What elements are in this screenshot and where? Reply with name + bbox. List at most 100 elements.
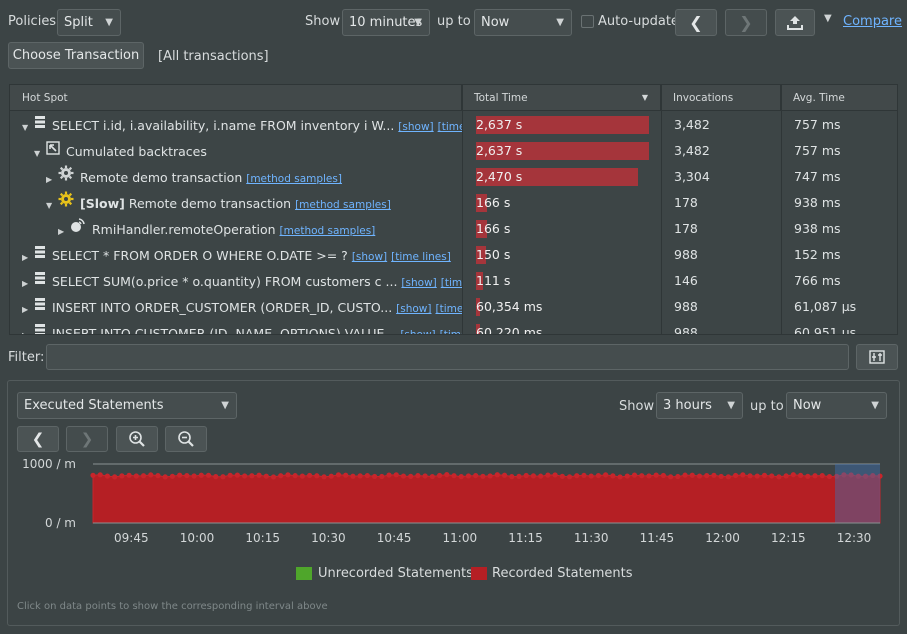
expanded-triangle-icon[interactable]: ▼: [22, 123, 29, 132]
collapsed-triangle-icon[interactable]: ▶: [22, 305, 29, 314]
policies-select[interactable]: Split ▼: [57, 9, 121, 36]
row-link[interactable]: [method samples]: [246, 173, 342, 185]
filter-options-button[interactable]: [856, 344, 898, 370]
row-link[interactable]: [show]: [400, 329, 436, 335]
column-header-hot-spot[interactable]: Hot Spot: [10, 85, 462, 111]
invocations-cell: 178: [674, 221, 698, 236]
back-button[interactable]: ❮: [675, 9, 717, 36]
filter-label: Filter:: [8, 350, 45, 365]
invocations-cell: 178: [674, 195, 698, 210]
row-link[interactable]: [show]: [401, 277, 437, 289]
total-time-cell: 2,637 s: [472, 138, 657, 164]
data-point: [870, 472, 876, 479]
expanded-triangle-icon[interactable]: ▼: [46, 201, 53, 210]
data-point: [436, 472, 443, 479]
table-row[interactable]: ▼ [Slow] Remote demo transaction [method …: [10, 190, 897, 216]
row-link[interactable]: [show]: [398, 121, 434, 133]
zoom-in-button[interactable]: [116, 426, 158, 452]
collapsed-triangle-icon[interactable]: ▶: [46, 175, 53, 184]
chevron-down-icon: ▼: [727, 400, 735, 411]
avg-time-cell: 757 ms: [794, 117, 841, 132]
total-time-cell: 60,354 ms: [472, 294, 657, 320]
data-point: [148, 472, 154, 478]
row-link[interactable]: [method samples]: [279, 225, 376, 237]
collapsed-triangle-icon[interactable]: ▶: [22, 323, 32, 334]
statement-icon: [34, 320, 46, 334]
collapsed-triangle-icon[interactable]: ▶: [22, 279, 29, 288]
data-point: [501, 472, 508, 478]
table-row[interactable]: ▶ SELECT * FROM ORDER O WHERE O.DATE >= ?…: [10, 242, 897, 268]
total-time-value: 2,470 s: [476, 169, 523, 184]
chart-forward-button[interactable]: ❯: [66, 426, 108, 452]
table-row[interactable]: ▶ RmiHandler.remoteOperation [method samp…: [10, 216, 897, 242]
row-link[interactable]: [time lines]: [439, 329, 462, 335]
row-link[interactable]: [time lines]: [391, 251, 451, 263]
data-point: [841, 472, 847, 478]
total-time-bar: [476, 324, 480, 334]
total-time-bar: [476, 168, 639, 186]
table-row[interactable]: ▶ INSERT INTO CUSTOMER (ID, NAME, OPTIONS…: [10, 320, 897, 335]
choose-transaction-button[interactable]: Choose Transaction: [8, 42, 144, 69]
data-point: [256, 472, 262, 478]
data-point: [198, 472, 204, 478]
avg-time-cell: 757 ms: [794, 143, 841, 158]
x-tick-label: 11:15: [508, 531, 543, 545]
data-point: [112, 474, 118, 480]
data-point: [545, 472, 551, 478]
auto-update-checkbox[interactable]: [581, 15, 594, 28]
compare-dropdown-icon[interactable]: ▼: [824, 13, 832, 24]
row-link[interactable]: [time lines]: [440, 277, 462, 289]
data-point: [552, 472, 558, 478]
metric-select[interactable]: Executed Statements ▼: [17, 392, 237, 419]
table-row[interactable]: ▶ Remote demo transaction [method samples…: [10, 164, 897, 190]
chart-upto-select[interactable]: Now ▼: [786, 392, 887, 419]
data-point: [877, 473, 883, 479]
compare-link[interactable]: Compare: [843, 14, 902, 29]
x-tick-label: 10:30: [311, 531, 346, 545]
export-button[interactable]: [775, 9, 815, 36]
chart-range-select[interactable]: 3 hours ▼: [656, 392, 743, 419]
row-link[interactable]: [time lines]: [437, 121, 462, 133]
expanded-triangle-icon[interactable]: ▼: [34, 149, 41, 158]
total-time-bar: [476, 220, 487, 238]
row-link[interactable]: [show]: [396, 303, 432, 315]
chart-hint: Click on data points to show the corresp…: [17, 601, 328, 612]
total-time-cell: 150 s: [472, 242, 657, 268]
column-header-total-time[interactable]: Total Time ▼: [462, 85, 661, 111]
chart-back-button[interactable]: ❮: [17, 426, 59, 452]
row-link[interactable]: [time lines]: [435, 303, 462, 315]
row-link[interactable]: [method samples]: [295, 199, 391, 211]
table-row[interactable]: ▶ SELECT SUM(o.price * o.quantity) FROM c…: [10, 268, 897, 294]
show-range-value: 10 minutes: [349, 15, 423, 30]
collapsed-triangle-icon[interactable]: ▶: [58, 227, 65, 236]
table-row[interactable]: ▶ INSERT INTO ORDER_CUSTOMER (ORDER_ID, C…: [10, 294, 897, 320]
data-point: [516, 473, 522, 480]
chevron-down-icon: ▼: [105, 17, 113, 28]
telemetry-panel: Executed Statements ▼ Show 3 hours ▼ up …: [7, 380, 900, 626]
collapsed-triangle-icon[interactable]: ▶: [22, 253, 29, 262]
avg-time-cell: 152 ms: [794, 247, 841, 262]
forward-button[interactable]: ❯: [725, 9, 767, 36]
table-row[interactable]: ▼ Cumulated backtraces 2,637 s 3,482 757 ms: [10, 138, 897, 164]
column-header-avg-time[interactable]: Avg. Time: [781, 85, 897, 111]
hot-spot-text: Remote demo transaction: [128, 196, 292, 211]
data-point: [588, 473, 594, 479]
data-point: [595, 472, 602, 479]
statements-chart[interactable]: 1000 / m 0 / m: [8, 381, 901, 581]
row-link[interactable]: [show]: [351, 251, 388, 263]
zoom-out-button[interactable]: [165, 426, 207, 452]
filter-input[interactable]: [46, 344, 849, 370]
data-point: [299, 473, 305, 479]
show-range-select[interactable]: 10 minutes ▼: [342, 9, 430, 36]
auto-update-label: Auto-update: [598, 14, 679, 29]
data-point: [855, 473, 861, 479]
column-header-invocations[interactable]: Invocations: [661, 85, 781, 111]
upto-select[interactable]: Now ▼: [474, 9, 572, 36]
zoom-out-icon: [178, 431, 194, 447]
data-point: [278, 473, 284, 479]
hot-spot-cell: ▶ INSERT INTO ORDER_CUSTOMER (ORDER_ID, C…: [22, 294, 462, 320]
table-row[interactable]: ▼ SELECT i.id, i.availability, i.name FRO…: [10, 112, 897, 138]
data-point: [371, 473, 378, 480]
data-point: [473, 472, 479, 479]
data-point: [696, 473, 703, 479]
